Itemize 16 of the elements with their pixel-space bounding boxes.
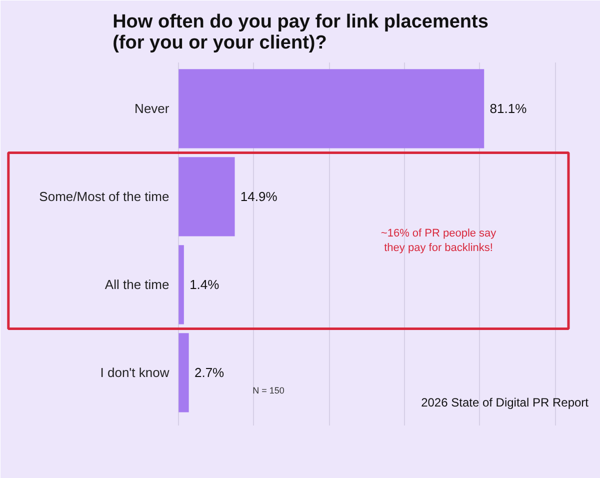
y-tick-label: Never <box>134 101 170 116</box>
data-label: 81.1% <box>490 101 528 116</box>
y-tick-label: I don't know <box>100 365 170 380</box>
y-tick-label: Some/Most of the time <box>39 189 170 204</box>
bar <box>178 69 484 148</box>
data-label: 14.9% <box>240 189 278 204</box>
chart-title: How often do you pay for link placements (for you or your client)? <box>112 12 488 54</box>
annotation: ~16% of PR people say they pay for backlinks! <box>380 228 497 254</box>
data-label: 1.4% <box>190 277 220 292</box>
data-label: 2.7% <box>194 365 225 380</box>
bar <box>178 333 189 412</box>
bar <box>178 157 235 236</box>
bar <box>178 245 184 324</box>
y-tick-label: All the time <box>104 277 170 292</box>
annotation: N = 150 <box>252 386 284 396</box>
annotation: 2026 State of Digital PR Report <box>421 396 590 410</box>
